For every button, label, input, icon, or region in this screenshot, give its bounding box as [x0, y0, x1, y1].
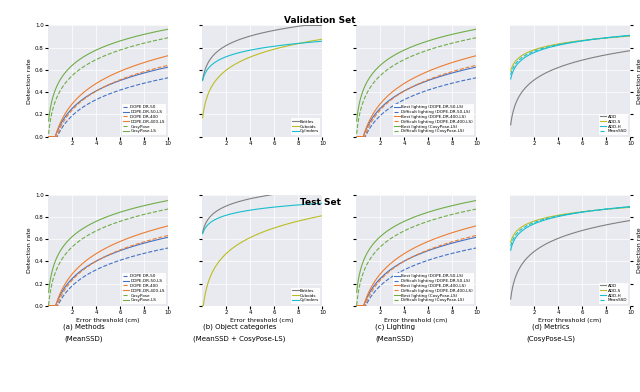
Legend: ADD, ADD-S, ADD-H, MeanSSD: ADD, ADD-S, ADD-H, MeanSSD [599, 114, 628, 134]
Text: (a) Methods: (a) Methods [63, 323, 105, 330]
Text: (d) Metrics: (d) Metrics [532, 323, 569, 330]
Text: Test Set: Test Set [300, 198, 340, 207]
Text: (MeanSSD + CosyPose-LS): (MeanSSD + CosyPose-LS) [193, 335, 285, 342]
Text: (CosyPose-LS): (CosyPose-LS) [526, 335, 575, 342]
Text: (c) Lighting: (c) Lighting [375, 323, 415, 330]
Legend: DOPE DR-50, DOPE-DR-50-LS, DOPE DR-400, DOPE-DR-400-LS, CosyPose, CosyPose-LS: DOPE DR-50, DOPE-DR-50-LS, DOPE DR-400, … [122, 273, 166, 304]
Text: (b) Object categories: (b) Object categories [203, 323, 276, 330]
Legend: Best lighting (DOPE-DR-50-LS), Difficult lighting (DOPE-DR-50-LS), Best lighting: Best lighting (DOPE-DR-50-LS), Difficult… [392, 273, 474, 304]
Legend: DOPE DR-50, DOPE-DR-50-LS, DOPE DR-400, DOPE-DR-400-LS, CosyPose, CosyPose-LS: DOPE DR-50, DOPE-DR-50-LS, DOPE DR-400, … [122, 104, 166, 134]
X-axis label: Error threshold (cm): Error threshold (cm) [538, 318, 602, 323]
Y-axis label: Detection rate: Detection rate [28, 227, 32, 273]
X-axis label: Error threshold (cm): Error threshold (cm) [76, 318, 140, 323]
Text: (MeanSSD): (MeanSSD) [65, 335, 103, 342]
Y-axis label: Detection rate: Detection rate [28, 58, 32, 104]
Legend: Bottles, Cuboids, Cylinders: Bottles, Cuboids, Cylinders [291, 118, 320, 134]
Y-axis label: Detection rate: Detection rate [637, 227, 640, 273]
X-axis label: Error threshold (cm): Error threshold (cm) [230, 318, 294, 323]
Legend: Bottles, Cuboids, Cylinders: Bottles, Cuboids, Cylinders [291, 287, 320, 304]
Text: (MeanSSD): (MeanSSD) [376, 335, 414, 342]
Text: Validation Set: Validation Set [284, 16, 356, 25]
X-axis label: Error threshold (cm): Error threshold (cm) [385, 318, 448, 323]
Legend: ADD, ADD-S, ADD-H, MeanSSD: ADD, ADD-S, ADD-H, MeanSSD [599, 283, 628, 304]
Y-axis label: Detection rate: Detection rate [637, 58, 640, 104]
Legend: Best lighting (DOPE-DR-50-LS), Difficult lighting (DOPE-DR-50-LS), Best lighting: Best lighting (DOPE-DR-50-LS), Difficult… [392, 104, 474, 134]
